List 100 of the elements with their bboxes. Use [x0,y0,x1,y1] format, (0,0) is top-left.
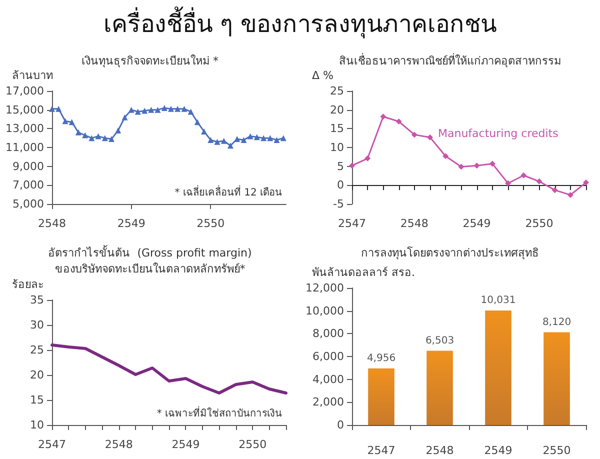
chart-title: อัตรากำไรขั้นต้น (Gross profit margin) ของบริษัทจดทะเบียนในตลาดหลักทรัพย์* [48,244,252,276]
point [474,162,480,169]
y-tick-label: 4,000 [312,372,344,386]
point [168,106,174,112]
point [583,180,589,186]
point [161,104,168,111]
y-tick-label: 0 [337,418,344,432]
point [142,108,148,114]
point [280,135,286,142]
point [567,192,574,198]
x-tick-label: 2549 [462,217,491,230]
chart-title: สินเชื่อธนาคารพาณิชย์ที่ให้แก่ภาคอุตสาหกรรม [339,52,561,68]
bar [426,350,453,425]
y-axis-title: พันล้านดอลลาร์ สรอ. [312,266,415,279]
y-tick-label: 35 [30,294,44,306]
x-tick-label: 2548 [104,438,133,451]
point [115,128,122,134]
point [208,136,214,143]
point [188,108,194,115]
annotation: * เฉลี่ยเคลื่อนที่ 12 เดือน [174,184,282,198]
point [122,114,128,120]
x-tick-label: 2550 [542,444,571,457]
bar [544,332,570,425]
point [82,132,88,138]
point [194,119,200,126]
point [442,153,449,160]
x-tick-label: 2550 [238,438,267,451]
point [220,138,227,144]
x-tick-label: 2548 [426,444,454,457]
data-label: 4,956 [366,352,396,364]
point [247,133,254,140]
x-tick-label: 2550 [525,217,554,230]
point [240,136,247,143]
point [505,180,511,186]
point [489,160,496,167]
point [427,134,433,140]
point [396,118,402,125]
y-tick-label: 15 [30,394,44,406]
y-tick-label: 7,000 [12,178,44,192]
annotation: * เฉพาะที่มิใช่สถาบันการเงิน [156,406,282,420]
point [174,106,181,112]
data-label: 10,031 [480,294,516,306]
point [536,178,542,184]
x-tick-label: 2547 [367,444,396,457]
x-tick-label: 2550 [196,217,225,230]
y-tick-label: 5 [337,160,344,173]
point [154,106,161,113]
point [227,142,234,149]
x-tick-label: 2549 [484,444,512,457]
x-tick-label: 2547 [338,217,366,230]
point [520,172,527,178]
point [267,135,274,142]
y-tick-label: 5,000 [12,198,44,210]
point [88,135,95,142]
chart-title: เงินทุนธุรกิจจดทะเบียนใหม่ * [82,54,219,68]
y-tick-label: 10 [30,418,44,432]
y-tick-label: 15,000 [6,103,44,116]
point [75,129,82,136]
point [49,106,55,112]
y-tick-label: 17,000 [6,84,44,98]
chart-title: การลงทุนโดยตรงจากต่างประเทศสุทธิ [361,246,539,260]
text: เครื่องชี้อื่น ๆ ของการลงทุนภาคเอกชน [102,6,498,40]
point [411,132,418,138]
point [254,134,260,140]
point [260,135,267,142]
point [274,136,280,143]
y-tick-label: 25 [30,344,44,356]
x-tick-label: 2549 [172,438,200,451]
point [95,133,102,140]
y-tick-label: 12,000 [306,282,344,294]
point [181,106,188,112]
y-tick-label: 20 [330,103,344,116]
y-tick-label: 30 [30,318,44,332]
y-axis-title: ล้านบาท [12,69,53,82]
point [380,114,386,120]
y-tick-label: 6,000 [312,350,344,363]
y-tick-label: 15 [330,122,344,136]
x-tick-label: 2548 [38,217,66,230]
point [68,119,75,126]
data-label: 6,503 [425,335,454,346]
y-axis-title: ร้อยละ [12,278,44,291]
point [201,128,208,134]
point [234,136,240,142]
point [108,136,114,142]
point [364,155,371,162]
y-tick-label: 25 [330,84,344,98]
y-tick-label: 8,000 [312,327,344,340]
y-tick-label: -5 [333,198,344,210]
point [102,135,108,142]
series-label: Manufacturing credits [438,127,559,140]
x-tick-label: 2549 [117,217,146,230]
y-axis-title: Δ % [312,69,334,82]
x-tick-label: 2548 [400,217,428,230]
point [128,106,134,113]
y-tick-label: 9,000 [12,160,44,173]
x-tick-label: 2547 [38,438,66,451]
data-label: 8,120 [542,316,572,328]
y-tick-label: 11,000 [6,141,44,154]
point [56,106,62,112]
point [214,138,220,145]
